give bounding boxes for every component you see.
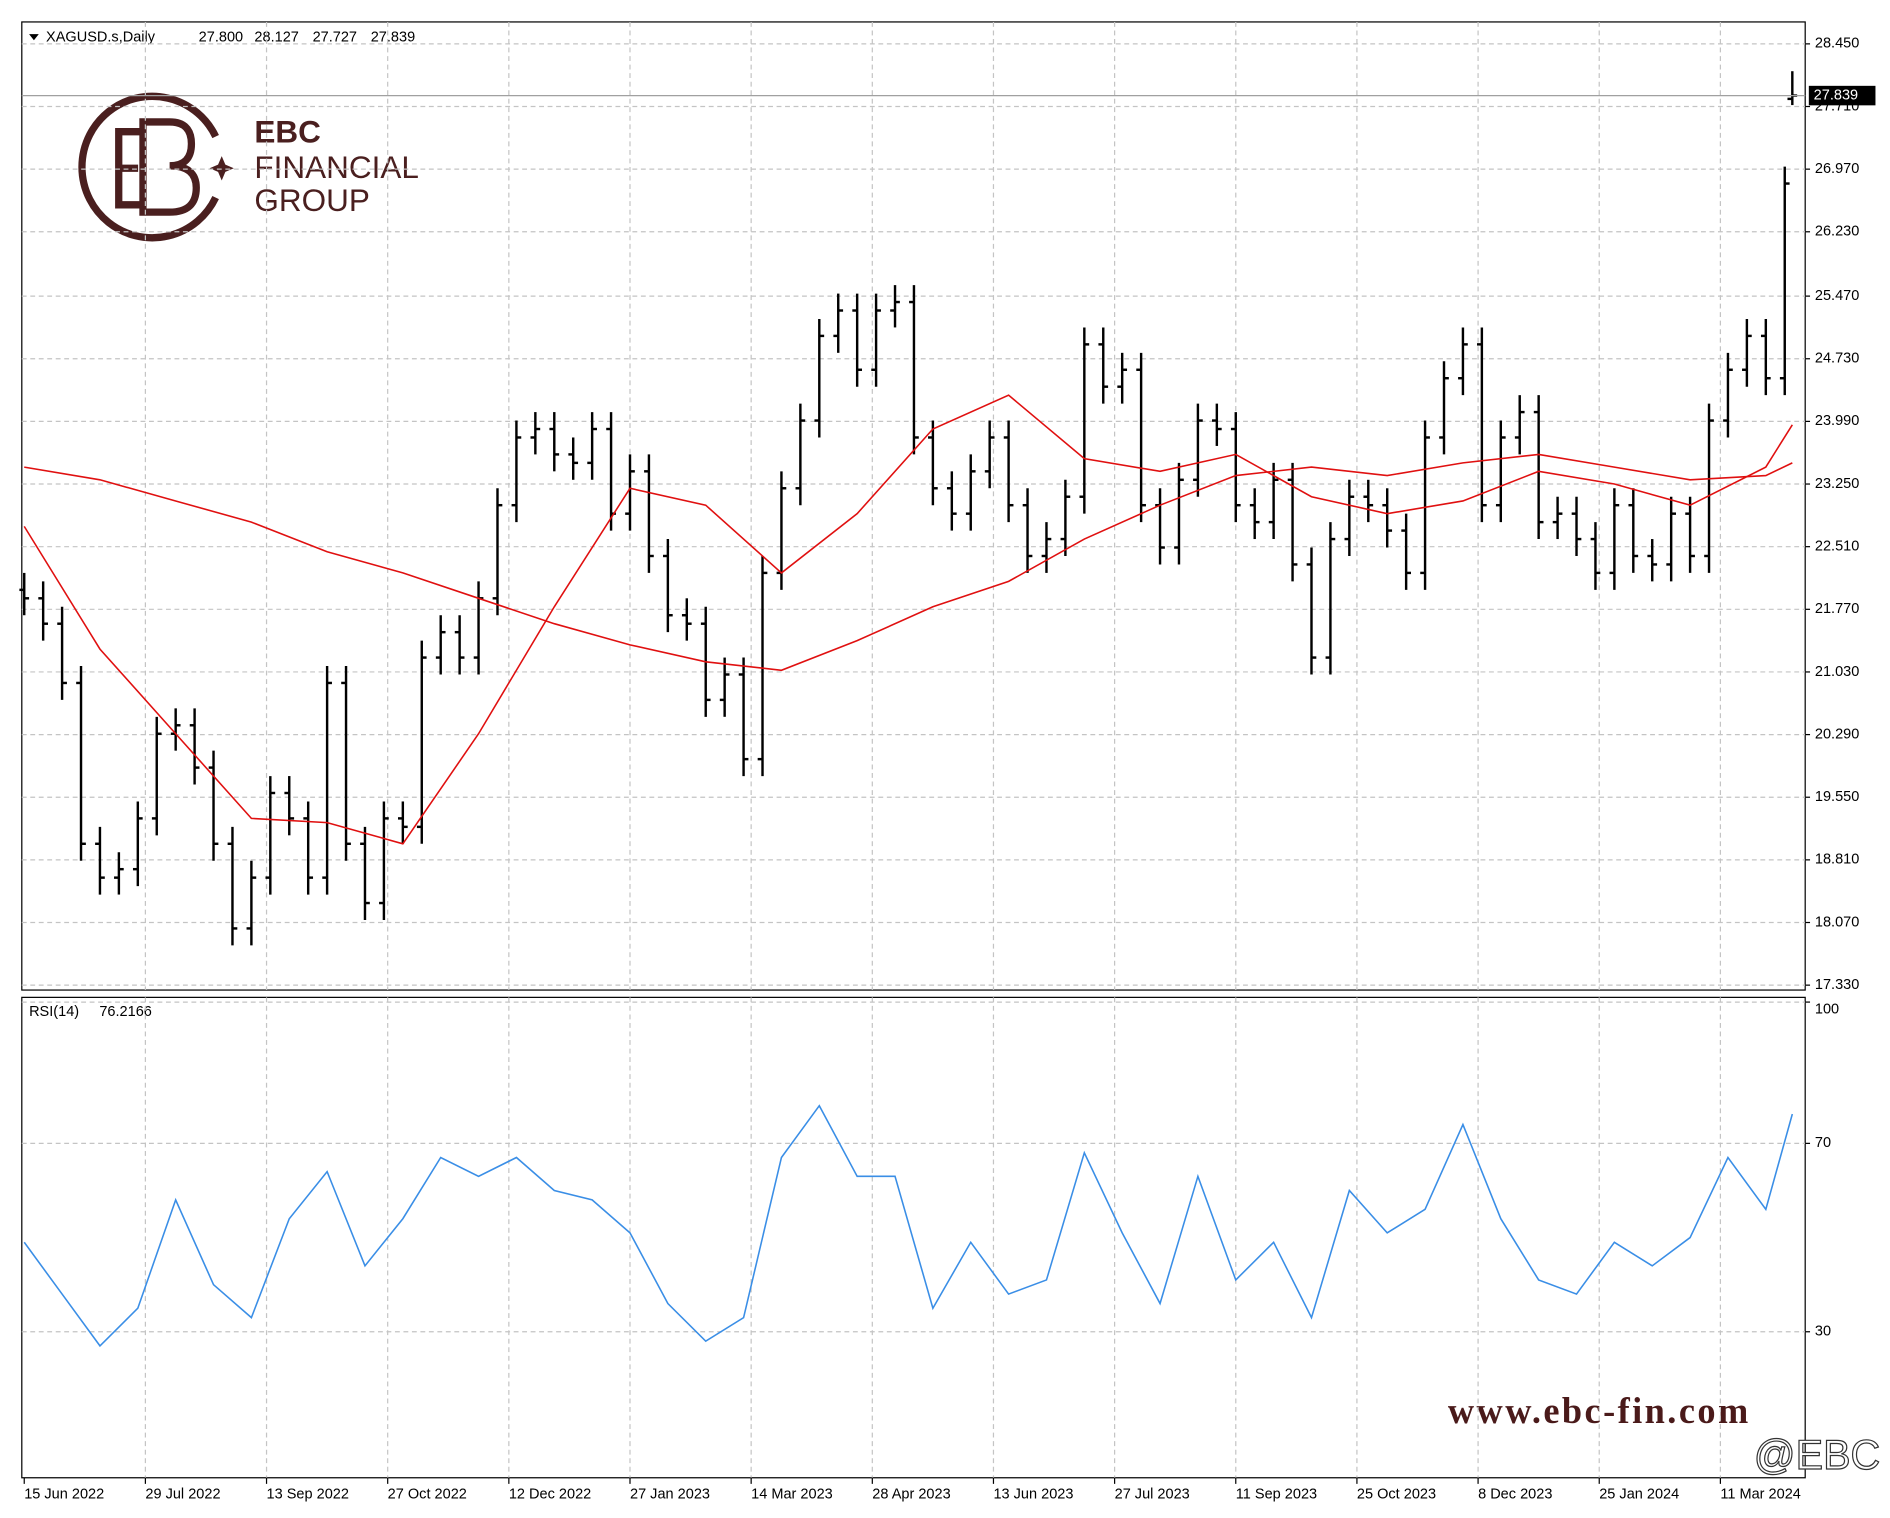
x-tick-label: 25 Oct 2023 [1357,1487,1436,1503]
y-tick-label: 18.070 [1815,914,1859,930]
y-tick-label: 22.510 [1815,538,1859,554]
y-tick-label: 26.230 [1815,224,1859,240]
y-tick-label: 30 [1815,1324,1831,1340]
menu-triangle[interactable] [29,34,39,41]
rsi-panel-frame [21,996,1806,1479]
logo-line1: FINANCIAL [254,149,419,185]
y-tick-label: 21.030 [1815,664,1859,680]
y-tick-label: 17.330 [1815,977,1859,993]
x-tick-label: 27 Oct 2022 [388,1487,467,1503]
y-tick-label: 18.810 [1815,852,1859,868]
x-tick-label: 12 Dec 2022 [509,1487,591,1503]
y-tick-label: 70 [1815,1135,1831,1151]
logo-name: EBC [254,113,321,149]
x-tick-label: 27 Jan 2023 [630,1487,710,1503]
rsi-line [23,1104,1794,1348]
logo-letter-e [115,128,143,209]
x-tick-label: 29 Jul 2022 [145,1487,220,1503]
y-tick-label: 21.770 [1815,601,1859,617]
x-tick-label: 15 Jun 2022 [24,1487,104,1503]
current-price-label: 27.839 [1814,87,1858,103]
x-tick-label: 11 Mar 2024 [1720,1487,1801,1503]
logo-letter-b [139,118,200,216]
rsi-value: 76.2166 [99,1004,152,1020]
x-tick-label: 13 Jun 2023 [993,1487,1073,1503]
x-tick-label: 28 Apr 2023 [872,1487,950,1503]
x-tick-label: 8 Dec 2023 [1478,1487,1552,1503]
y-tick-label: 100 [1815,1001,1839,1017]
y-tick-label: 19.550 [1815,789,1859,805]
moving-average [23,394,1793,845]
rsi-title: RSI(14) [29,1004,79,1020]
y-tick-label: 24.730 [1815,351,1859,367]
ohlc-low: 27.727 [313,30,357,46]
x-tick-label: 13 Sep 2022 [267,1487,349,1503]
x-tick-label: 27 Jul 2023 [1115,1487,1190,1503]
watermark: www.ebc-fin.com [1448,1391,1751,1431]
ohlc-close: 27.839 [371,30,415,46]
handle: @EBC [1754,1432,1880,1478]
x-tick-label: 14 Mar 2023 [751,1487,833,1503]
ohlc-open: 27.800 [199,30,243,46]
symbol-title: XAGUSD.s,Daily [46,30,156,46]
current-price-box [1808,85,1876,106]
y-tick-label: 23.250 [1815,476,1859,492]
y-tick-label: 23.990 [1815,413,1859,429]
y-tick-label: 26.970 [1815,161,1859,177]
y-tick-label: 28.450 [1815,36,1859,52]
logo-line2: GROUP [254,182,369,218]
y-tick-label: 20.290 [1815,726,1859,742]
ohlc-high: 28.127 [254,30,298,46]
price-panel-frame [21,21,1806,991]
logo-ring [78,92,219,242]
x-tick-label: 25 Jan 2024 [1599,1487,1679,1503]
x-tick-label: 11 Sep 2023 [1236,1487,1317,1503]
logo [78,92,234,242]
logo-star [209,156,234,181]
moving-average [24,453,1793,672]
y-tick-label: 25.470 [1815,288,1859,304]
